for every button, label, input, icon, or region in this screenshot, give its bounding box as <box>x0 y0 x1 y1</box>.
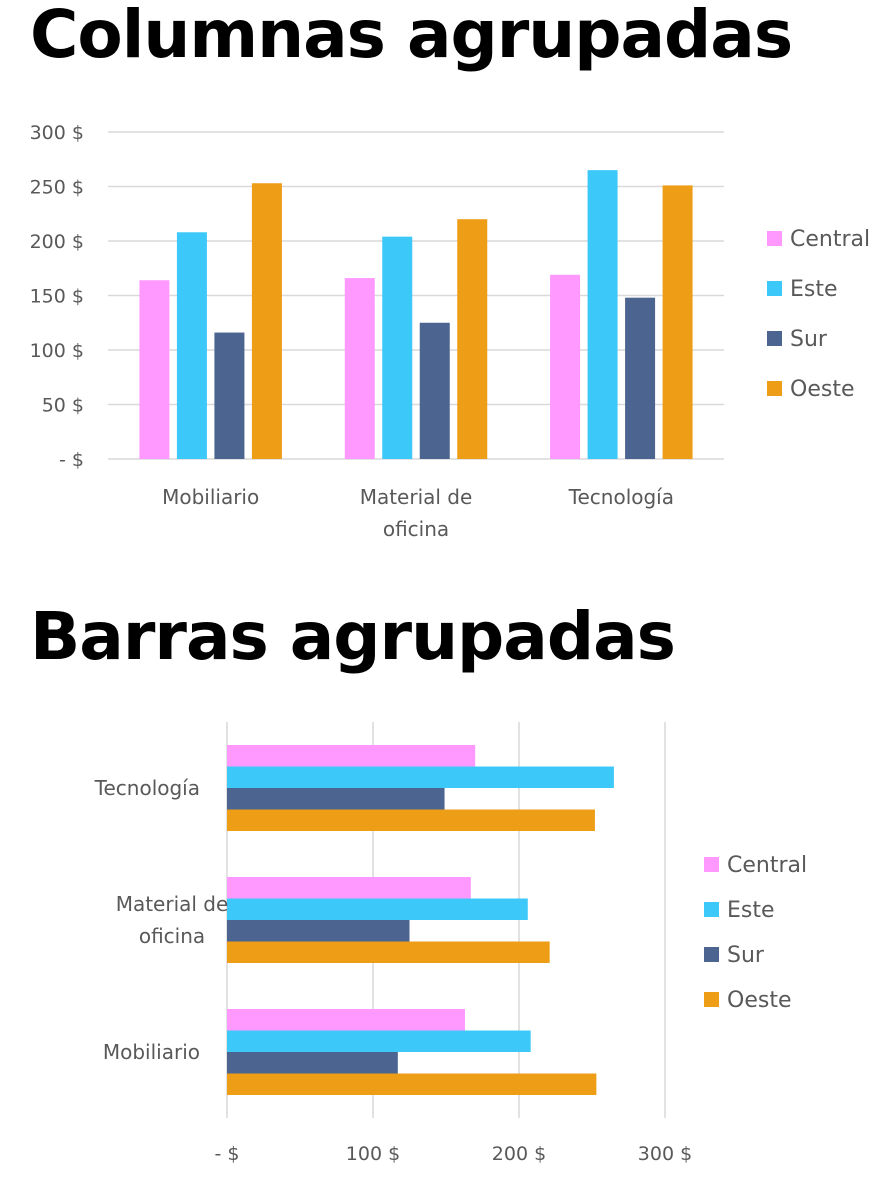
x-category-label: Tecnología <box>568 485 674 509</box>
legend-swatch-central <box>767 231 782 246</box>
legend-swatch-este <box>767 281 782 296</box>
bar-central-0 <box>227 745 476 767</box>
y-category-label: Tecnología <box>94 776 200 800</box>
legend-swatch-sur <box>767 331 782 346</box>
y-tick-label: 50 $ <box>42 395 84 417</box>
legend-swatch-central <box>704 857 719 872</box>
legend-label-este: Este <box>790 277 838 302</box>
column-chart: - $ 50 $ 100 $ 150 $ 200 $ 250 $ 300 $ Mobiliar… <box>30 122 871 541</box>
legend-label-oeste: Oeste <box>727 988 791 1013</box>
bar-central-1 <box>227 877 471 899</box>
bar-este-1 <box>382 236 413 459</box>
bar-oeste-0 <box>227 809 595 831</box>
bar-oeste-1 <box>457 219 488 459</box>
bar-central-1 <box>344 278 375 459</box>
y-tick-label: 200 $ <box>30 231 84 253</box>
bar-sur-2 <box>625 297 656 459</box>
legend-label-sur: Sur <box>727 943 765 968</box>
bar-central-2 <box>227 1009 465 1031</box>
legend-swatch-oeste <box>767 381 782 396</box>
legend-label-sur: Sur <box>790 327 828 352</box>
bar-este-0 <box>227 766 614 788</box>
x-tick-label: 200 $ <box>492 1143 546 1165</box>
bar-sur-1 <box>419 322 450 459</box>
bar-sur-1 <box>227 920 410 942</box>
bar-sur-0 <box>227 788 445 810</box>
bar-oeste-0 <box>251 183 282 459</box>
legend-swatch-oeste <box>704 992 719 1007</box>
bar-oeste-2 <box>662 185 693 459</box>
x-category-label: Mobiliario <box>162 485 259 509</box>
legend-swatch-sur <box>704 947 719 962</box>
bar-oeste-2 <box>227 1073 597 1095</box>
legend-swatch-este <box>704 902 719 917</box>
legend-label-oeste: Oeste <box>790 377 854 402</box>
y-tick-label: 150 $ <box>30 286 84 308</box>
y-tick-label: - $ <box>59 449 84 471</box>
y-category-label: Material de oficina <box>116 892 229 948</box>
y-category-label: Mobiliario <box>103 1040 200 1064</box>
bar-oeste-1 <box>227 941 550 963</box>
column-chart-title: Columnas agrupadas <box>30 0 793 73</box>
legend-label-este: Este <box>727 898 775 923</box>
y-tick-label: 100 $ <box>30 340 84 362</box>
legend-label-central: Central <box>790 227 870 252</box>
bar-este-1 <box>227 898 528 920</box>
x-tick-label: - $ <box>215 1143 240 1165</box>
bar-este-0 <box>176 232 207 459</box>
bar-central-0 <box>139 280 170 459</box>
bar-sur-2 <box>227 1052 398 1074</box>
bar-central-2 <box>550 274 581 459</box>
y-tick-label: 250 $ <box>30 177 84 199</box>
x-category-label: Material de oficina <box>360 485 473 541</box>
bar-este-2 <box>587 170 618 459</box>
legend-label-central: Central <box>727 853 807 878</box>
y-tick-label: 300 $ <box>30 122 84 144</box>
bar-sur-0 <box>214 332 245 459</box>
x-tick-label: 100 $ <box>346 1143 400 1165</box>
x-tick-label: 300 $ <box>638 1143 692 1165</box>
bar-chart: - $ 100 $ 200 $ 300 $ Tecnología Material de o… <box>94 722 807 1165</box>
bar-chart-title: Barras agrupadas <box>30 598 676 675</box>
bar-este-2 <box>227 1030 531 1052</box>
